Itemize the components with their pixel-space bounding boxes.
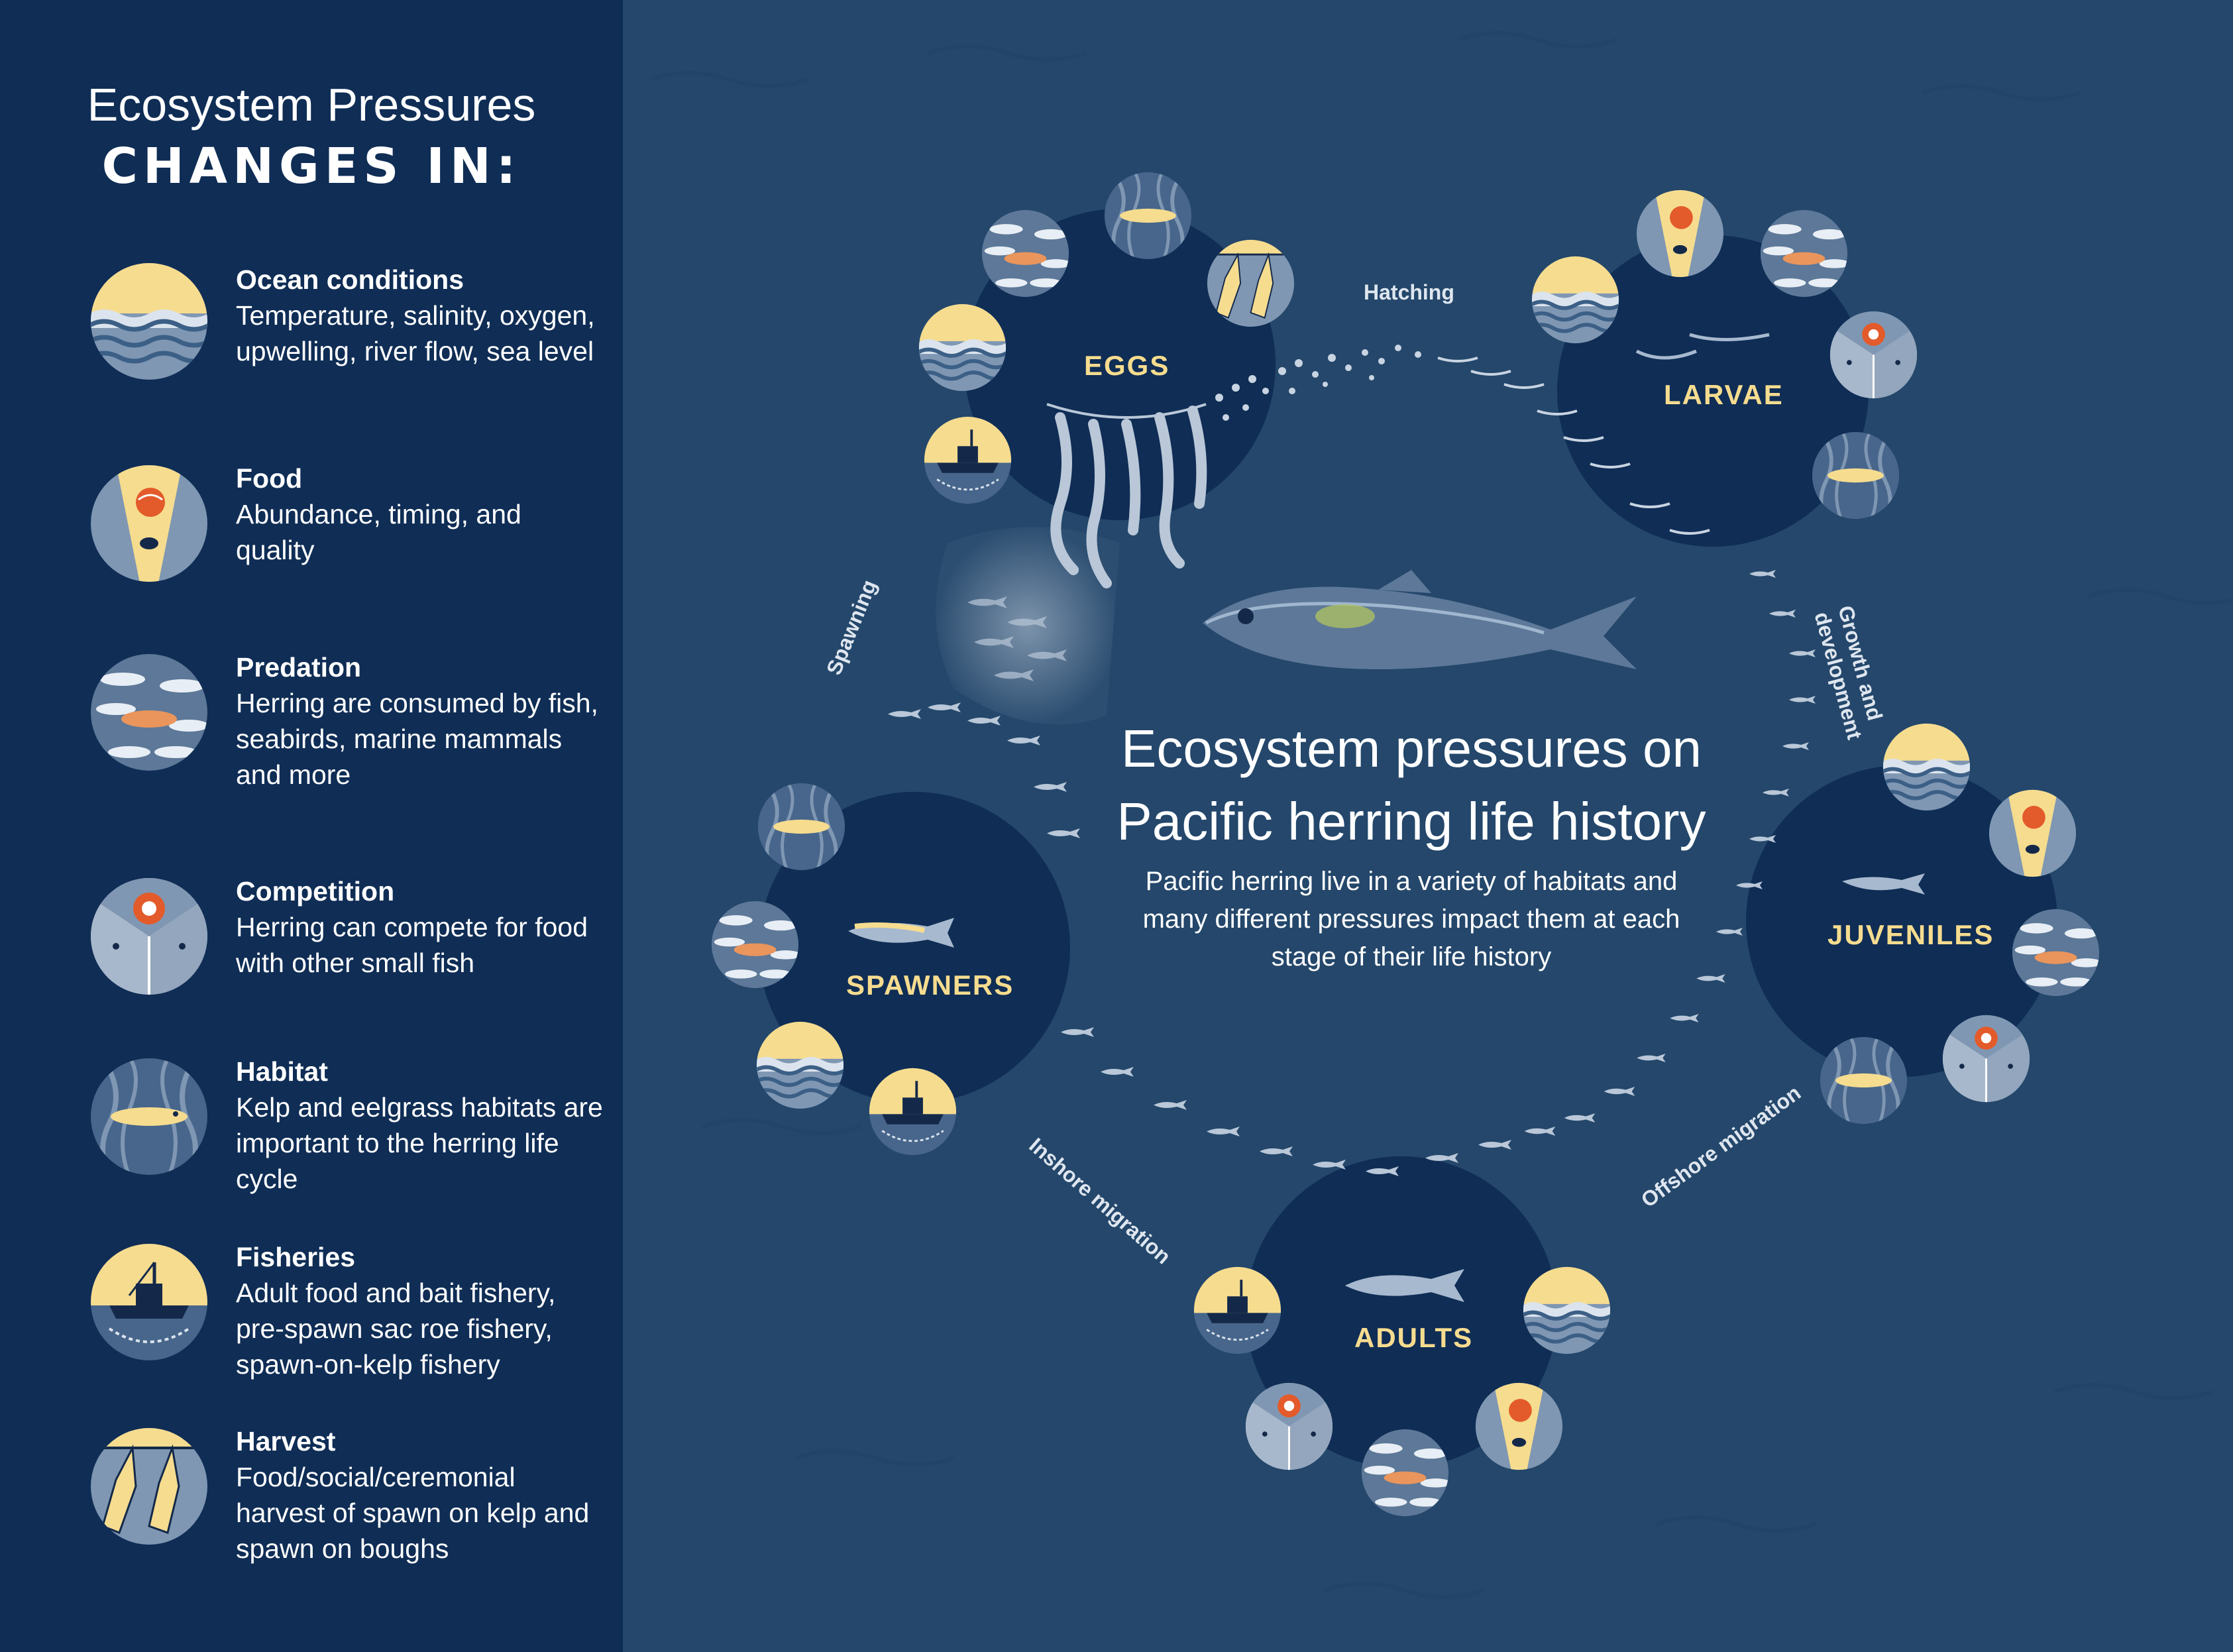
legend-head: Ocean conditions	[236, 264, 464, 295]
legend-desc: Abundance, timing, and quality	[236, 499, 521, 565]
legend-panel: Ecosystem Pressures CHANGES IN: Ocean co…	[0, 0, 623, 1652]
adult-fish-icon	[1345, 1269, 1464, 1302]
legend-head: Predation	[236, 652, 362, 683]
legend-desc: Adult food and bait fishery, pre-spawn s…	[236, 1278, 556, 1380]
larvae-trail	[1437, 357, 1710, 535]
hatching-eggs-trail	[1215, 345, 1421, 421]
diagram-title: Ecosystem pressures on Pacific herring l…	[1116, 719, 1706, 851]
life-cycle-graphic	[649, 31, 2233, 1599]
legend-desc: Kelp and eelgrass habitats are important…	[236, 1092, 603, 1194]
juvenile-fish-icon	[1842, 873, 1925, 895]
legend-head: Harvest	[236, 1426, 336, 1457]
legend-head: Habitat	[236, 1056, 328, 1087]
legend-title: Ecosystem Pressures	[87, 79, 536, 131]
process-label-hatching: Hatching	[1364, 280, 1454, 304]
legend-subtitle: CHANGES IN:	[101, 138, 521, 195]
spawning-area	[936, 527, 1120, 725]
stage-label-spawners: SPAWNERS	[846, 969, 1014, 1001]
stage-label-juveniles: JUVENILES	[1827, 919, 1994, 950]
legend-head: Fisheries	[236, 1242, 356, 1272]
legend-head: Food	[236, 463, 303, 494]
stage-circle-juveniles	[1746, 765, 2057, 1077]
stage-label-larvae: LARVAE	[1664, 379, 1784, 410]
predation-icon	[91, 654, 207, 771]
larvae-figure-icon	[1635, 333, 1770, 360]
legend-desc: Herring are consumed by fish, seabirds, …	[236, 688, 598, 790]
ocean-conditions-icon	[91, 263, 207, 380]
stage-circle-spawners	[759, 792, 1070, 1103]
legend-desc: Food/social/ceremonial harvest of spawn …	[236, 1462, 590, 1564]
stage-label-eggs: EGGS	[1084, 350, 1170, 381]
habitat-icon	[91, 1058, 207, 1175]
stage-circle-larvae	[1557, 235, 1869, 547]
harvest-icon	[91, 1428, 207, 1545]
water-texture	[649, 31, 2233, 1599]
competition-icon	[91, 878, 207, 995]
diagram-subtitle: Pacific herring live in a variety of hab…	[1142, 867, 1680, 971]
legend-desc: Temperature, salinity, oxygen, upwelling…	[236, 300, 595, 366]
legend-desc: Herring can compete for food with other …	[236, 912, 588, 978]
herring-illustration	[1203, 570, 1637, 669]
fisheries-icon	[91, 1244, 207, 1360]
kelp-with-eggs	[1050, 406, 1207, 588]
stage-circle-adults	[1246, 1156, 1557, 1468]
stage-label-adults: ADULTS	[1354, 1322, 1474, 1353]
food-icon	[91, 465, 207, 582]
life-cycle-diagram: EGGS LARVAE JUVENILES ADULTS SPAWNERS Ha…	[623, 0, 2233, 1652]
legend-head: Competition	[236, 876, 395, 907]
